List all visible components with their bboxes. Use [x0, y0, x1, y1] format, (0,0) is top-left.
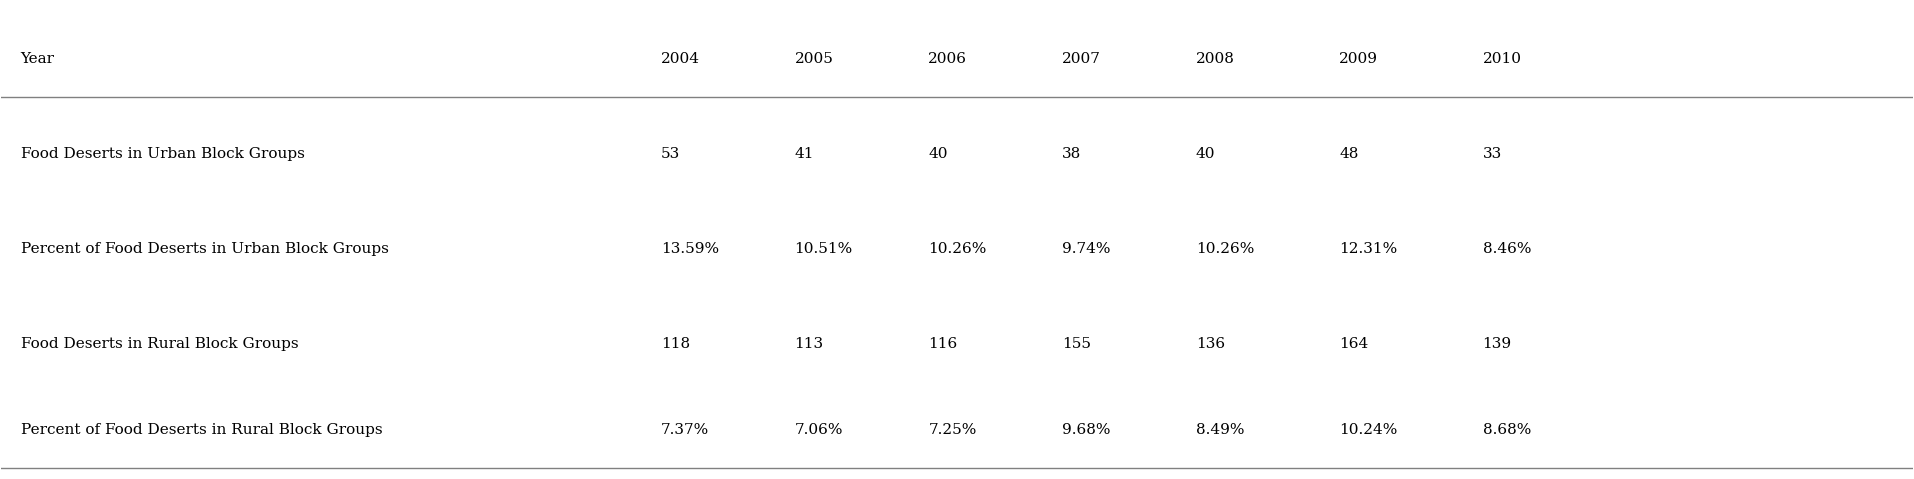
Text: 2007: 2007	[1062, 52, 1101, 66]
Text: Year: Year	[21, 52, 54, 66]
Text: 10.51%: 10.51%	[794, 242, 854, 256]
Text: 10.26%: 10.26%	[928, 242, 988, 256]
Text: Food Deserts in Urban Block Groups: Food Deserts in Urban Block Groups	[21, 147, 304, 161]
Text: 7.37%: 7.37%	[660, 423, 708, 437]
Text: 118: 118	[660, 337, 689, 351]
Text: 2006: 2006	[928, 52, 967, 66]
Text: 8.46%: 8.46%	[1483, 242, 1531, 256]
Text: Food Deserts in Rural Block Groups: Food Deserts in Rural Block Groups	[21, 337, 299, 351]
Text: 12.31%: 12.31%	[1340, 242, 1397, 256]
Text: 164: 164	[1340, 337, 1369, 351]
Text: 53: 53	[660, 147, 679, 161]
Text: 41: 41	[794, 147, 813, 161]
Text: Percent of Food Deserts in Rural Block Groups: Percent of Food Deserts in Rural Block G…	[21, 423, 383, 437]
Text: 38: 38	[1062, 147, 1081, 161]
Text: 48: 48	[1340, 147, 1359, 161]
Text: 7.06%: 7.06%	[794, 423, 842, 437]
Text: 2004: 2004	[660, 52, 701, 66]
Text: 2010: 2010	[1483, 52, 1522, 66]
Text: 136: 136	[1196, 337, 1225, 351]
Text: 9.74%: 9.74%	[1062, 242, 1110, 256]
Text: 40: 40	[1196, 147, 1215, 161]
Text: 33: 33	[1483, 147, 1502, 161]
Text: 116: 116	[928, 337, 957, 351]
Text: 155: 155	[1062, 337, 1091, 351]
Text: 113: 113	[794, 337, 823, 351]
Text: 139: 139	[1483, 337, 1512, 351]
Text: 8.49%: 8.49%	[1196, 423, 1244, 437]
Text: 2005: 2005	[794, 52, 833, 66]
Text: 2008: 2008	[1196, 52, 1235, 66]
Text: Percent of Food Deserts in Urban Block Groups: Percent of Food Deserts in Urban Block G…	[21, 242, 389, 256]
Text: 40: 40	[928, 147, 947, 161]
Text: 2009: 2009	[1340, 52, 1378, 66]
Text: 10.26%: 10.26%	[1196, 242, 1254, 256]
Text: 8.68%: 8.68%	[1483, 423, 1531, 437]
Text: 7.25%: 7.25%	[928, 423, 976, 437]
Text: 13.59%: 13.59%	[660, 242, 720, 256]
Text: 9.68%: 9.68%	[1062, 423, 1110, 437]
Text: 10.24%: 10.24%	[1340, 423, 1397, 437]
